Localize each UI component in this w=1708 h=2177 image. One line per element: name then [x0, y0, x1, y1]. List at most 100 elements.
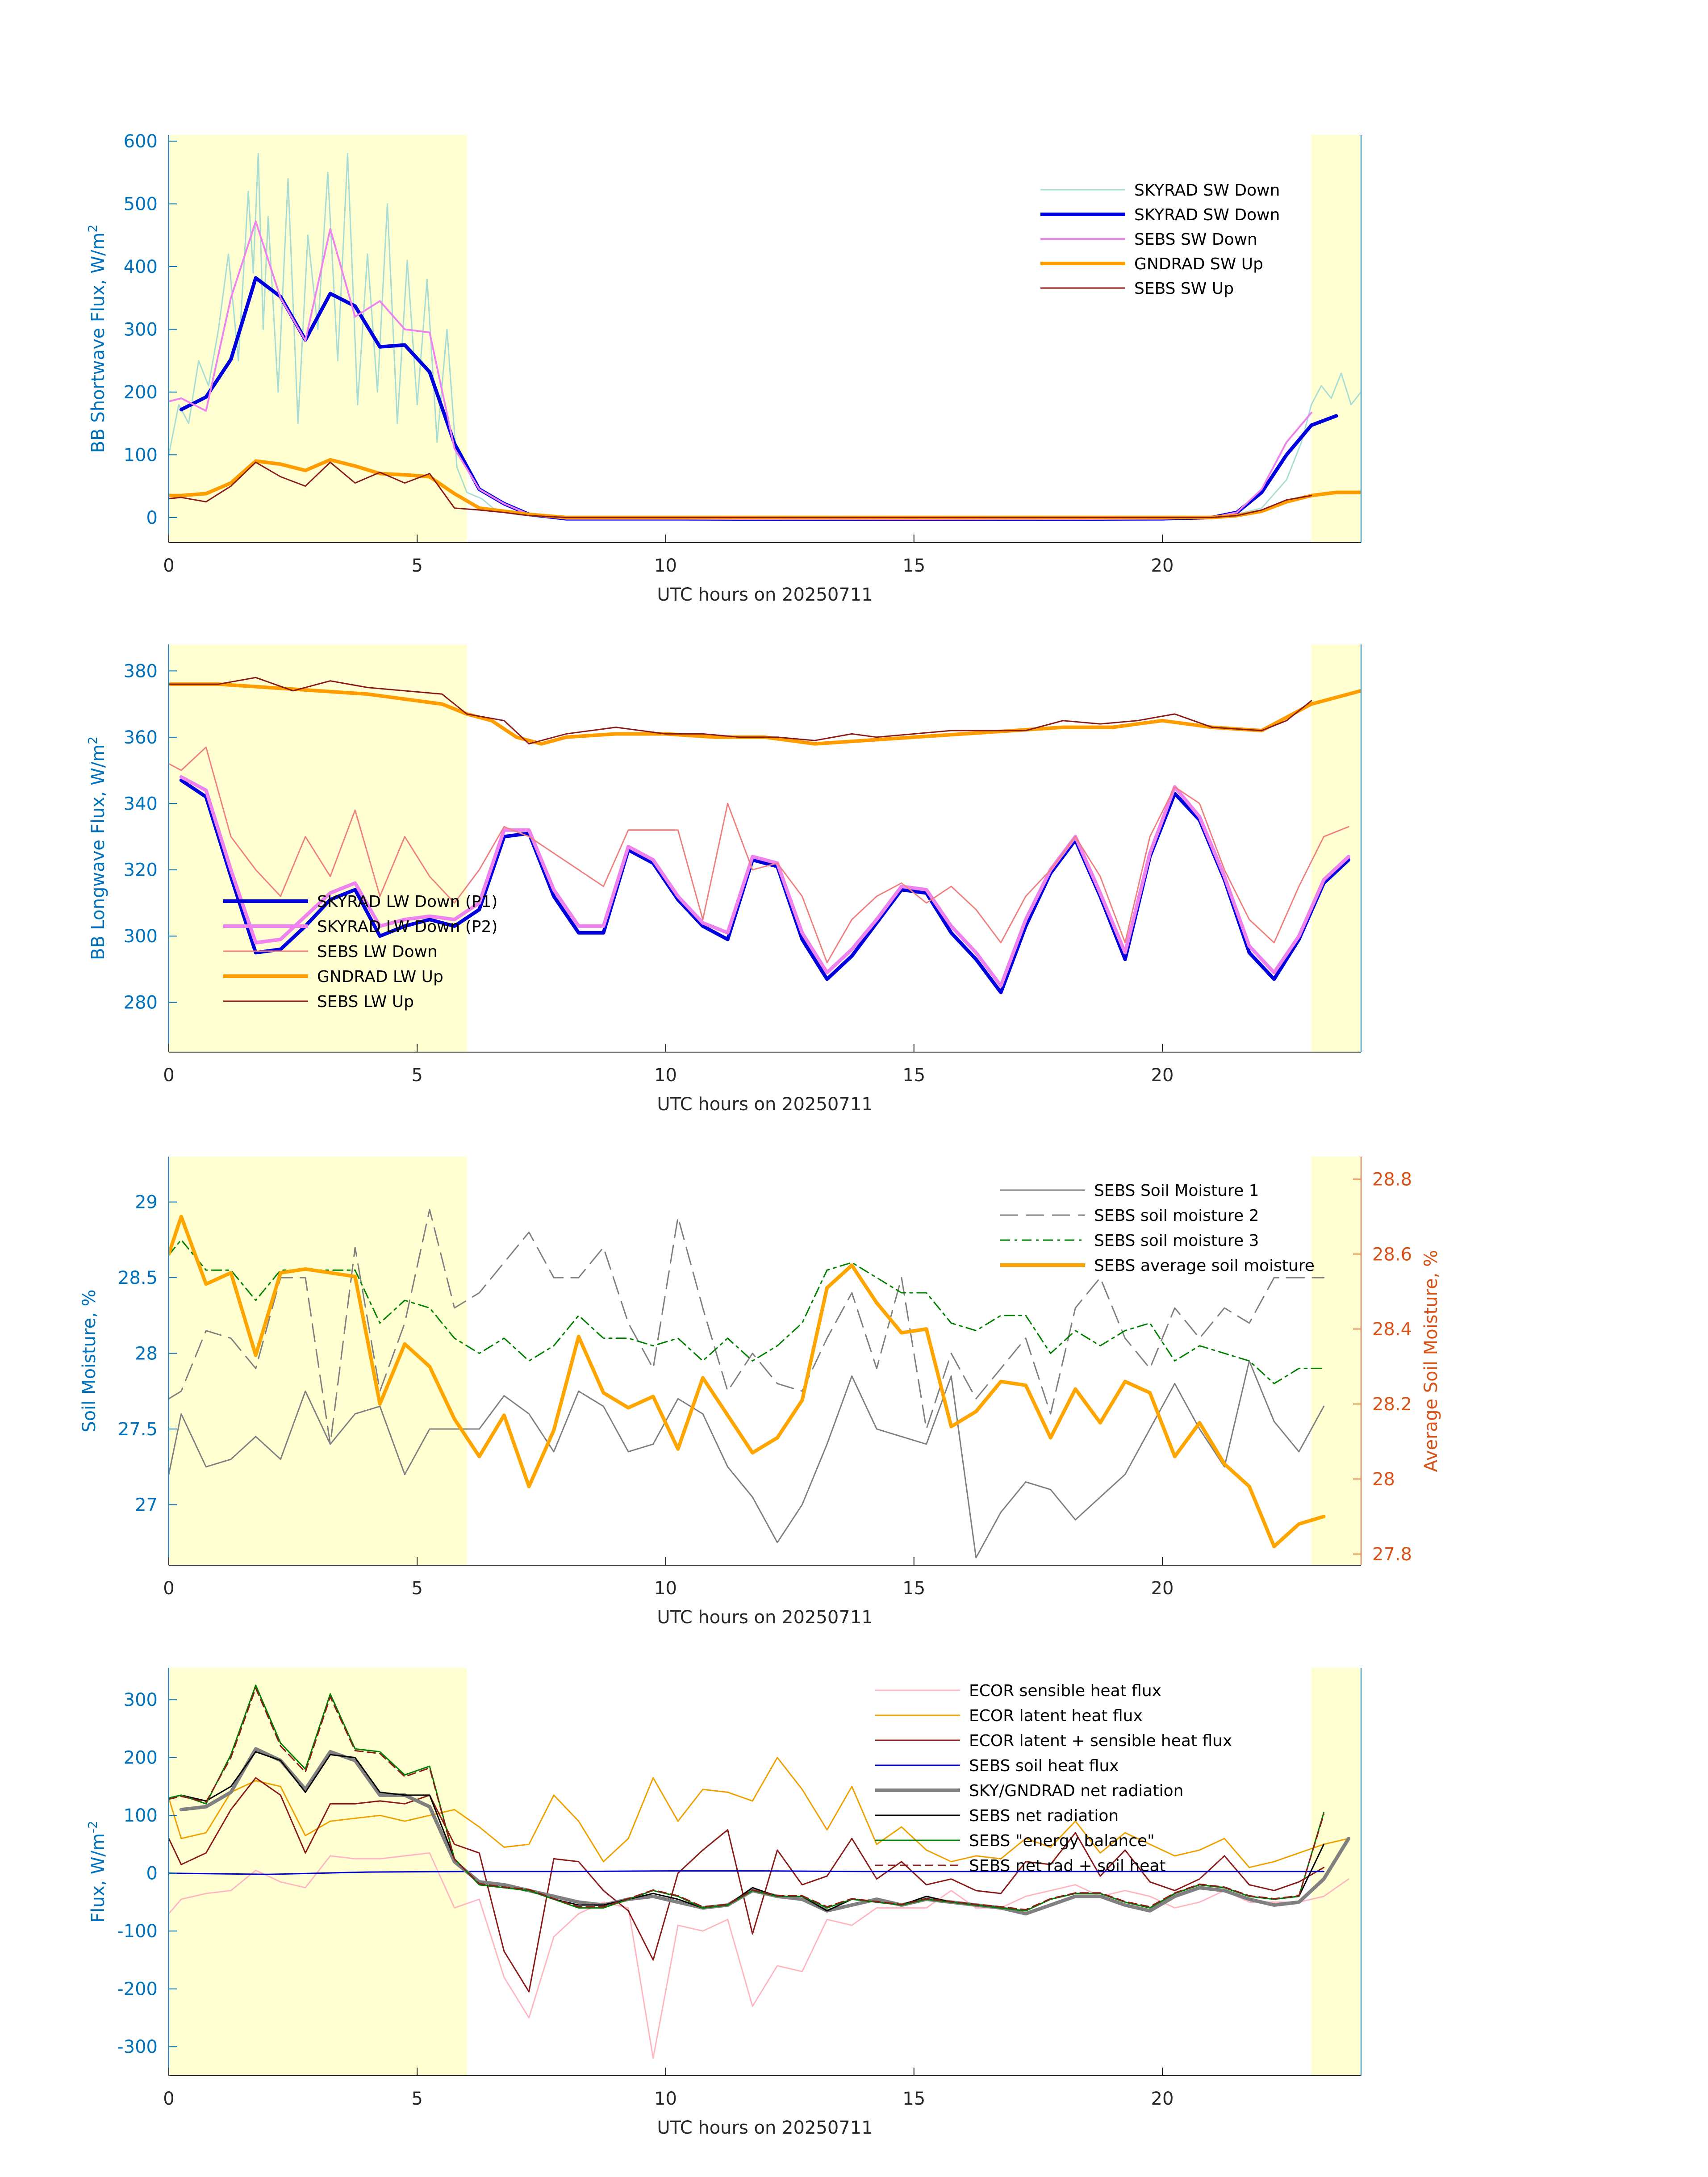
y-axis-label-text: Flux, W/m: [88, 1833, 109, 1923]
y-axis-label: Flux, W/m-2: [85, 1821, 109, 1923]
x-tick-label: 0: [163, 2089, 174, 2109]
y-tick-label: 100: [124, 445, 158, 465]
y-tick-label: 380: [124, 661, 158, 681]
x-tick-label: 10: [654, 2089, 677, 2109]
legend-label: ECOR sensible heat flux: [969, 1682, 1161, 1700]
legend: ECOR sensible heat flux ECOR latent heat …: [875, 1682, 1232, 1875]
series-line-3: [169, 746, 1349, 964]
legend-label: SEBS soil heat flux: [969, 1757, 1119, 1775]
series-group: [169, 153, 1361, 521]
y-axis-label-sup: 2: [85, 736, 100, 744]
y-axis-label: Soil Moisture, %: [79, 1289, 100, 1432]
legend-label: SEBS soil moisture 3: [1094, 1232, 1259, 1250]
y-axis-label-sup: 2: [85, 225, 100, 233]
night-shade-2: [1311, 135, 1361, 543]
x-tick-label: 5: [412, 556, 423, 576]
y-tick-label: -200: [117, 1979, 158, 2000]
y-axis-label-sup: -2: [85, 1821, 100, 1833]
legend-label: SEBS average soil moisture: [1094, 1257, 1315, 1275]
y-tick-label: 200: [124, 1748, 158, 1768]
x-tick-label: 10: [654, 1065, 677, 1086]
night-shade-1: [169, 644, 467, 1052]
night-shade-2: [1311, 1157, 1361, 1565]
x-tick-label: 15: [902, 556, 925, 576]
x-tick-label: 20: [1151, 2089, 1174, 2109]
y-tick-label: -300: [117, 2037, 158, 2057]
y-axis-label-text: Soil Moisture, %: [79, 1289, 100, 1432]
x-tick-label: 5: [412, 2089, 423, 2109]
night-shade-2: [1311, 644, 1361, 1052]
legend-label: ECOR latent + sensible heat flux: [969, 1732, 1232, 1750]
legend: SKYRAD LW Down (P1) SKYRAD LW Down (P2) SE…: [223, 893, 497, 1011]
y-tick-label: 27.5: [118, 1419, 158, 1440]
x-axis-label: UTC hours on 20250711: [657, 2118, 873, 2138]
series-group: [169, 1684, 1351, 2059]
series-group: [169, 677, 1361, 994]
legend-label: SKYRAD SW Down: [1134, 181, 1280, 200]
y-tick-label: 28.5: [118, 1268, 158, 1288]
legend-label: SEBS net rad + soil heat: [969, 1857, 1166, 1875]
y-tick-label: 340: [124, 794, 158, 814]
y-tick-label: 400: [124, 257, 158, 277]
x-tick-label: 0: [163, 1065, 174, 1086]
series-line-2: [179, 775, 1351, 988]
series-line-2: [169, 1209, 1325, 1445]
legend-label: ECOR latent heat flux: [969, 1707, 1143, 1725]
x-tick-label: 20: [1151, 556, 1174, 576]
x-tick-label: 20: [1151, 1065, 1174, 1086]
legend-label: SKYRAD LW Down (P1): [317, 893, 497, 911]
right-tick-label: 27.8: [1372, 1544, 1412, 1565]
y-axis-label-text: BB Longwave Flux, W/m: [88, 744, 109, 960]
y-tick-label: -100: [117, 1921, 158, 1942]
y-tick-label: 600: [124, 131, 158, 152]
y-tick-label: 29: [135, 1192, 158, 1213]
series-line-3: [169, 1777, 1325, 1993]
y-tick-label: 0: [146, 508, 158, 528]
legend-label: SEBS "energy balance": [969, 1832, 1155, 1850]
series-line-4: [169, 1870, 1325, 1875]
y-tick-label: 300: [124, 1690, 158, 1710]
series-line-1: [169, 1360, 1325, 1559]
x-tick-label: 0: [163, 556, 174, 576]
chart-panel-4: 0 5 10 15 20 -300 -200 -100 0 100 200 300 UTC hours …: [85, 1668, 1361, 2138]
x-axis-label: UTC hours on 20250711: [657, 585, 873, 605]
y-tick-label: 360: [124, 727, 158, 748]
y-tick-label: 320: [124, 860, 158, 881]
x-tick-label: 10: [654, 556, 677, 576]
legend-label: SKY/GNDRAD net radiation: [969, 1782, 1183, 1800]
legend-label: SEBS SW Down: [1134, 230, 1257, 249]
right-tick-label: 28.2: [1372, 1394, 1412, 1415]
right-tick-label: 28.8: [1372, 1169, 1412, 1190]
legend: SEBS Soil Moisture 1 SEBS soil moisture 2…: [1000, 1182, 1315, 1275]
y-tick-label: 100: [124, 1805, 158, 1826]
series-line-5: [169, 461, 1312, 518]
y-axis-label-text: BB Shortwave Flux, W/m: [88, 233, 109, 453]
legend-label: SKYRAD LW Down (P2): [317, 918, 497, 936]
right-tick-label: 28: [1372, 1469, 1395, 1490]
legend-label: SEBS SW Up: [1134, 280, 1234, 298]
legend-label: SEBS net radiation: [969, 1807, 1119, 1825]
x-tick-label: 15: [902, 2089, 925, 2109]
legend-label: SEBS soil moisture 2: [1094, 1207, 1259, 1225]
series-line-1: [169, 153, 1361, 518]
series-line-2: [169, 1757, 1349, 1868]
y-tick-label: 27: [135, 1495, 158, 1515]
series-line-4: [169, 1215, 1326, 1548]
x-tick-label: 5: [412, 1065, 423, 1086]
x-tick-label: 0: [163, 1578, 174, 1599]
y-axis-label: BB Shortwave Flux, W/m2: [85, 225, 109, 453]
y-tick-label: 500: [124, 194, 158, 215]
x-axis-label: UTC hours on 20250711: [657, 1094, 873, 1115]
series-group: [169, 1209, 1326, 1559]
series-line-8: [169, 1687, 1325, 1910]
legend-label: GNDRAD SW Up: [1134, 255, 1263, 273]
chart-panel-3: 0 5 10 15 20 27 27.5 28 28.5 29 27.8 28 28.2 28.4 28.6…: [79, 1157, 1441, 1628]
x-tick-label: 15: [902, 1065, 925, 1086]
series-line-4: [169, 682, 1361, 746]
right-tick-label: 28.4: [1372, 1319, 1412, 1340]
legend-label: SEBS LW Down: [317, 943, 438, 961]
legend-label: SEBS Soil Moisture 1: [1094, 1182, 1259, 1200]
series-line-1: [169, 1852, 1349, 2059]
